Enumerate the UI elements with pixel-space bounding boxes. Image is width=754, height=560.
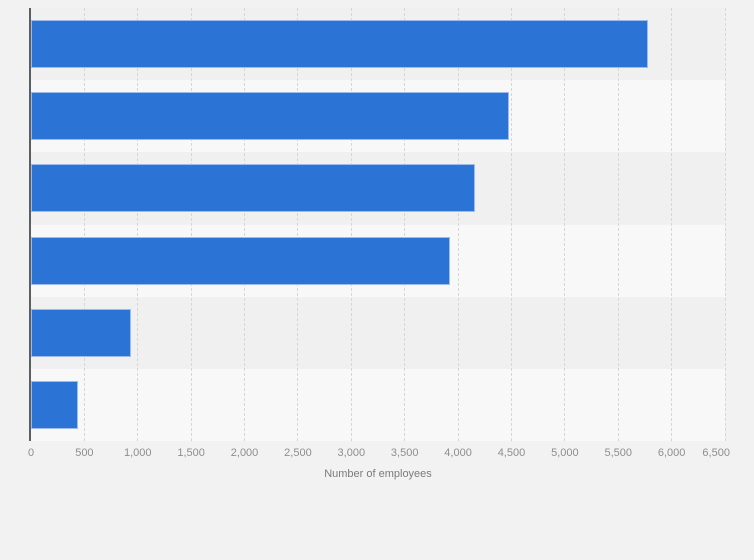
- grid-line: [83, 8, 85, 441]
- bar[interactable]: [31, 380, 78, 429]
- x-tick-label: 4,000: [444, 447, 472, 459]
- x-tick-label: 2,000: [230, 447, 259, 459]
- x-tick-label: 0: [27, 447, 35, 459]
- plot-band: [31, 368, 725, 441]
- x-tick-label: 500: [75, 447, 94, 459]
- y-axis-line: [29, 8, 31, 441]
- grid-line: [724, 8, 726, 441]
- x-tick-label: 1,000: [124, 447, 152, 459]
- grid-line: [564, 8, 566, 441]
- x-tick-label: 1,500: [177, 447, 205, 459]
- x-axis-title: Number of employees: [324, 468, 432, 480]
- bar[interactable]: [31, 236, 450, 285]
- grid-line: [297, 8, 299, 441]
- plot-band: [31, 296, 725, 369]
- grid-line: [190, 8, 192, 441]
- x-tick-label: 2,500: [284, 447, 312, 459]
- bar[interactable]: [31, 308, 131, 357]
- x-tick-label: 4,500: [497, 447, 526, 459]
- grid-line: [137, 8, 139, 441]
- x-axis-tick-labels: 0 500 1,000 1,500 2,000 2,500 3,000 3,500 4,000 4…: [27, 447, 730, 461]
- grid-line: [457, 8, 459, 441]
- x-tick-label: 3,000: [337, 447, 366, 459]
- x-tick-label: 6,000: [657, 447, 686, 459]
- grid-line: [350, 8, 352, 441]
- bar[interactable]: [31, 92, 509, 141]
- bar[interactable]: [31, 164, 475, 213]
- grid-line: [617, 8, 619, 441]
- grid-line: [404, 8, 406, 441]
- grid-line: [510, 8, 512, 441]
- x-tick-label: 5,500: [604, 447, 632, 459]
- grid-line: [671, 8, 673, 441]
- grid-line: [244, 8, 246, 441]
- plot-area: [31, 8, 726, 441]
- x-tick-label: 5,000: [551, 447, 579, 459]
- bar[interactable]: [31, 20, 648, 69]
- x-tick-label: 6,500: [702, 447, 730, 459]
- x-tick-label: 3,500: [390, 447, 419, 459]
